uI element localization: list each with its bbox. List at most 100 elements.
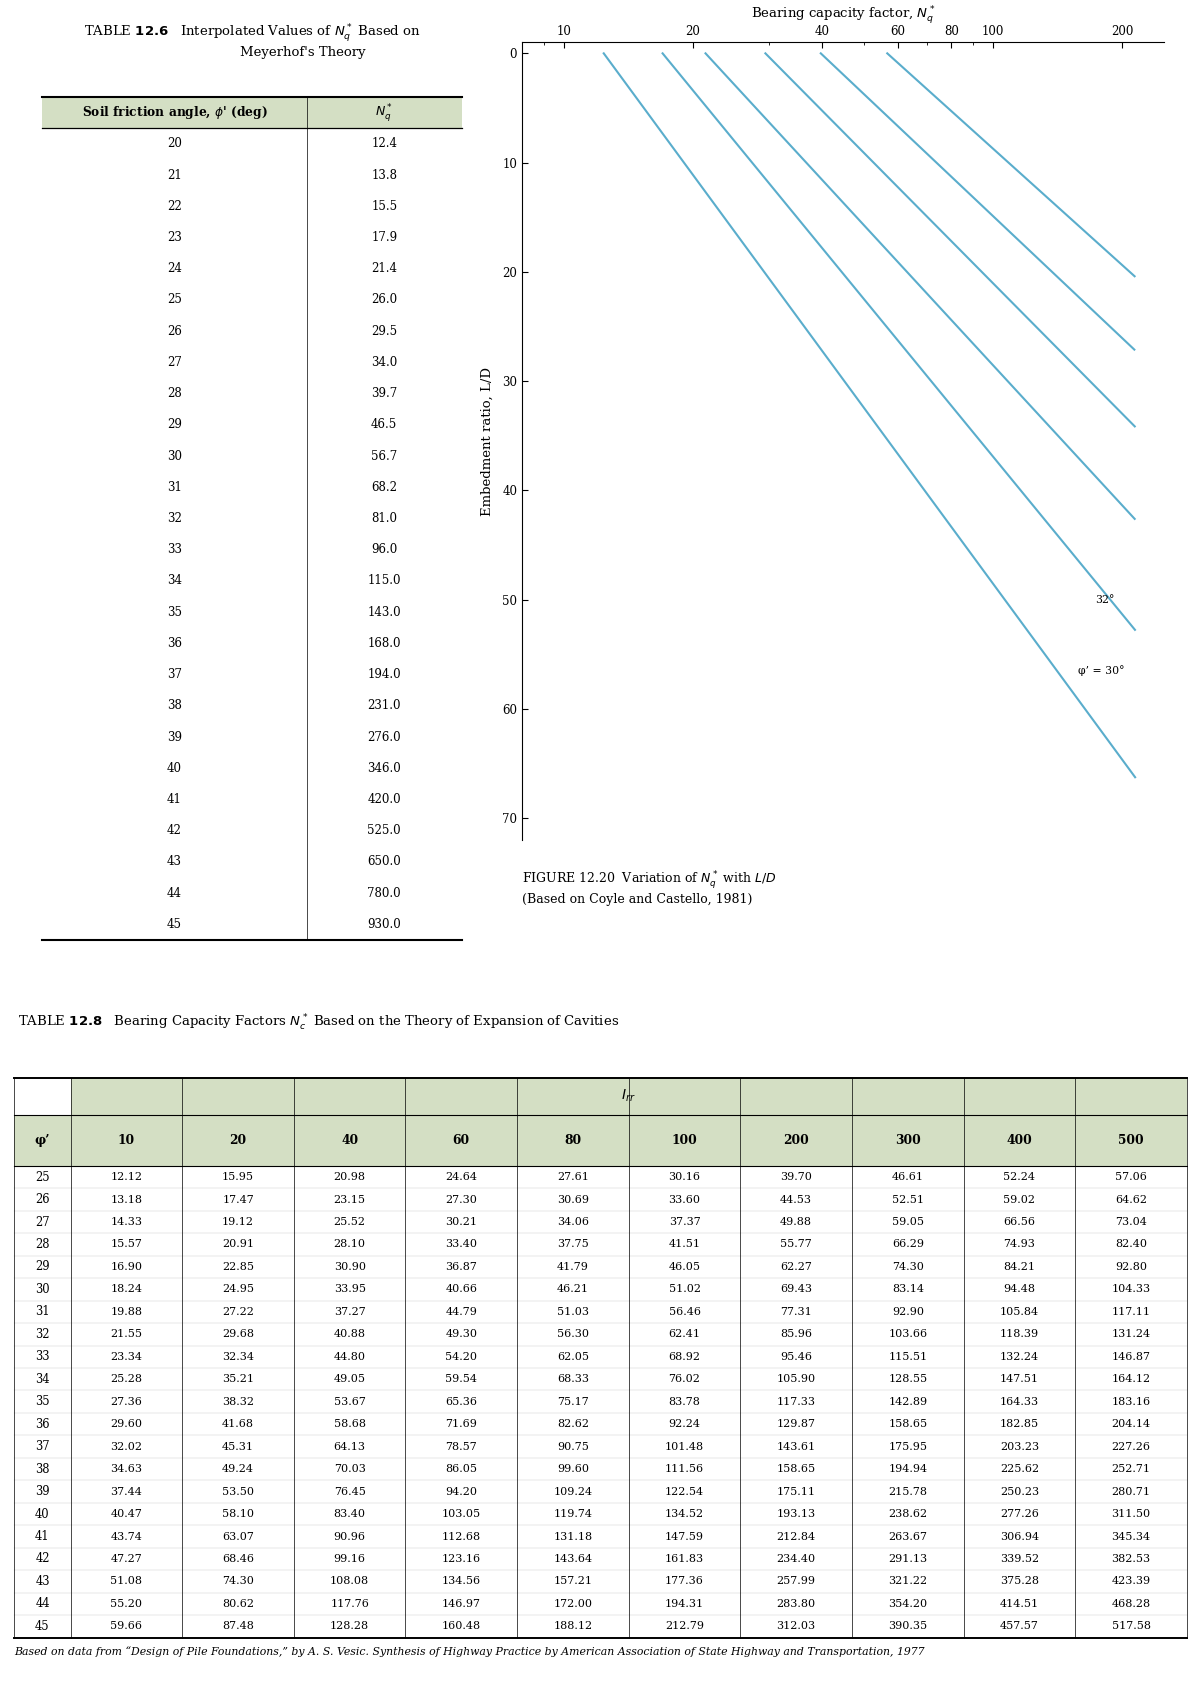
Text: 143.64: 143.64 <box>553 1554 593 1565</box>
Text: 65.36: 65.36 <box>445 1397 478 1407</box>
Text: 49.88: 49.88 <box>780 1217 812 1227</box>
Text: 32.02: 32.02 <box>110 1442 143 1451</box>
Text: 194.31: 194.31 <box>665 1599 704 1609</box>
Text: 31: 31 <box>35 1305 50 1319</box>
Text: 14.33: 14.33 <box>110 1217 143 1227</box>
Text: 35.21: 35.21 <box>222 1375 254 1385</box>
Text: 52.51: 52.51 <box>892 1195 924 1205</box>
Text: 21.55: 21.55 <box>110 1329 143 1339</box>
Text: 32°: 32° <box>1094 594 1114 604</box>
Text: 321.22: 321.22 <box>888 1577 928 1587</box>
Text: 231.0: 231.0 <box>367 699 401 713</box>
Text: 105.84: 105.84 <box>1000 1307 1039 1317</box>
Text: 194.94: 194.94 <box>888 1465 928 1475</box>
Text: 35: 35 <box>35 1395 50 1409</box>
Text: 109.24: 109.24 <box>553 1487 593 1497</box>
Text: 117.11: 117.11 <box>1111 1307 1151 1317</box>
FancyBboxPatch shape <box>71 1078 1187 1115</box>
Text: 39: 39 <box>35 1485 50 1498</box>
Text: 26: 26 <box>35 1193 49 1207</box>
Text: 66.29: 66.29 <box>892 1239 924 1249</box>
Text: 128.55: 128.55 <box>888 1375 928 1385</box>
Text: 47.27: 47.27 <box>110 1554 143 1565</box>
Text: 123.16: 123.16 <box>442 1554 481 1565</box>
Text: 37.44: 37.44 <box>110 1487 143 1497</box>
Text: 41: 41 <box>35 1531 50 1543</box>
Text: 29.5: 29.5 <box>371 324 397 338</box>
Text: 76.45: 76.45 <box>334 1487 366 1497</box>
Text: 78.57: 78.57 <box>445 1442 478 1451</box>
Text: 168.0: 168.0 <box>367 636 401 650</box>
Text: 63.07: 63.07 <box>222 1531 254 1541</box>
Text: 103.66: 103.66 <box>888 1329 928 1339</box>
Text: 27.61: 27.61 <box>557 1173 589 1183</box>
Text: 42: 42 <box>167 825 182 837</box>
Text: 161.83: 161.83 <box>665 1554 704 1565</box>
Text: 92.90: 92.90 <box>892 1307 924 1317</box>
Text: 74.93: 74.93 <box>1003 1239 1036 1249</box>
Text: 58.68: 58.68 <box>334 1419 366 1429</box>
Text: 60: 60 <box>452 1134 470 1147</box>
Text: 27: 27 <box>167 356 182 368</box>
Text: 85.96: 85.96 <box>780 1329 812 1339</box>
Text: 12.4: 12.4 <box>371 137 397 151</box>
Text: 238.62: 238.62 <box>888 1509 928 1519</box>
FancyBboxPatch shape <box>42 97 462 129</box>
Text: 234.40: 234.40 <box>776 1554 816 1565</box>
Text: 28: 28 <box>35 1239 49 1251</box>
Text: 160.48: 160.48 <box>442 1621 481 1631</box>
Text: 108.08: 108.08 <box>330 1577 370 1587</box>
Text: 62.27: 62.27 <box>780 1263 812 1273</box>
Text: 20: 20 <box>229 1134 247 1147</box>
Text: 177.36: 177.36 <box>665 1577 704 1587</box>
Text: 25: 25 <box>35 1171 50 1183</box>
Text: 27.36: 27.36 <box>110 1397 143 1407</box>
Text: 382.53: 382.53 <box>1111 1554 1151 1565</box>
Text: 346.0: 346.0 <box>367 762 401 776</box>
Text: 56.30: 56.30 <box>557 1329 589 1339</box>
Text: 31: 31 <box>167 480 182 494</box>
Text: 203.23: 203.23 <box>1000 1442 1039 1451</box>
Text: 375.28: 375.28 <box>1000 1577 1039 1587</box>
Text: 30.21: 30.21 <box>445 1217 478 1227</box>
Text: 354.20: 354.20 <box>888 1599 928 1609</box>
Text: 41.51: 41.51 <box>668 1239 701 1249</box>
Text: 44: 44 <box>35 1597 49 1610</box>
Text: 158.65: 158.65 <box>888 1419 928 1429</box>
Text: 22: 22 <box>167 200 182 212</box>
Text: 128.28: 128.28 <box>330 1621 370 1631</box>
Text: 26: 26 <box>167 324 182 338</box>
Text: 311.50: 311.50 <box>1111 1509 1151 1519</box>
Text: 306.94: 306.94 <box>1000 1531 1039 1541</box>
Text: 280.71: 280.71 <box>1111 1487 1151 1497</box>
Text: 30: 30 <box>167 450 182 463</box>
Text: 105.90: 105.90 <box>776 1375 816 1385</box>
Text: 38: 38 <box>167 699 182 713</box>
Text: 56.7: 56.7 <box>371 450 397 463</box>
Text: 115.0: 115.0 <box>367 575 401 587</box>
Text: 142.89: 142.89 <box>888 1397 928 1407</box>
Text: TABLE $\mathbf{12.6}$   Interpolated Values of $N_q^*$ Based on
                : TABLE $\mathbf{12.6}$ Interpolated Value… <box>84 22 420 59</box>
Text: 13.18: 13.18 <box>110 1195 143 1205</box>
Text: 49.24: 49.24 <box>222 1465 254 1475</box>
Text: 40: 40 <box>35 1507 50 1521</box>
Text: 38.32: 38.32 <box>222 1397 254 1407</box>
Text: 80: 80 <box>564 1134 582 1147</box>
Text: 204.14: 204.14 <box>1111 1419 1151 1429</box>
Text: 45.31: 45.31 <box>222 1442 254 1451</box>
Text: 38: 38 <box>35 1463 49 1476</box>
Text: 37.37: 37.37 <box>668 1217 701 1227</box>
Text: 164.33: 164.33 <box>1000 1397 1039 1407</box>
Text: 35: 35 <box>167 606 182 619</box>
Text: 36: 36 <box>167 636 182 650</box>
X-axis label: Bearing capacity factor, $N_q^*$: Bearing capacity factor, $N_q^*$ <box>751 3 935 25</box>
Text: 39.7: 39.7 <box>371 387 397 400</box>
Text: 227.26: 227.26 <box>1111 1442 1151 1451</box>
Text: 59.66: 59.66 <box>110 1621 143 1631</box>
Text: 27.22: 27.22 <box>222 1307 254 1317</box>
Text: 257.99: 257.99 <box>776 1577 816 1587</box>
Text: 29: 29 <box>35 1261 50 1273</box>
Text: 46.05: 46.05 <box>668 1263 701 1273</box>
Text: 45: 45 <box>167 918 182 932</box>
Text: 143.61: 143.61 <box>776 1442 816 1451</box>
